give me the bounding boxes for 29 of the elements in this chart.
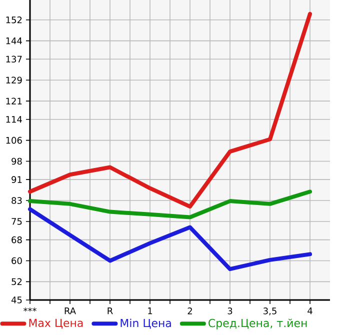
y-tick-label: 137: [6, 56, 22, 63]
line-series: [28, 207, 312, 272]
y-tick-label: 75: [12, 218, 22, 225]
y-tick-label: 129: [6, 76, 22, 84]
y-tick-label: 152: [6, 16, 22, 24]
y-tick-label: 121: [6, 98, 22, 104]
y-tick-label: 91: [12, 176, 22, 183]
y-tick-label: 106: [6, 136, 22, 144]
y-tick-label: 45: [11, 296, 22, 304]
x-tick-label: 4: [308, 308, 312, 314]
x-tick-label: 3: [228, 308, 232, 314]
x-tick-label: 1: [148, 308, 152, 314]
x-tick-label: 2: [188, 308, 192, 314]
y-tick-label: 60: [12, 257, 22, 264]
legend-label: Min Цена: [120, 318, 171, 329]
y-tick-label: 144: [6, 38, 22, 44]
line-series: [28, 190, 312, 220]
legend-label: Max Цена: [29, 318, 83, 329]
y-tick-label: 68: [12, 236, 22, 244]
line-series: [28, 12, 312, 209]
y-tick-label: 83: [12, 197, 22, 204]
x-tick-label: RA: [64, 308, 76, 314]
legend-label: Сред.Цена, т.йен: [208, 318, 307, 330]
y-tick-label: 98: [12, 158, 22, 165]
y-tick-label: 114: [6, 116, 22, 123]
x-tick-label: ***: [24, 308, 36, 312]
x-tick-label: R: [108, 308, 113, 314]
x-tick-label: 3,5: [264, 308, 276, 316]
y-tick-label: 52: [12, 278, 22, 286]
